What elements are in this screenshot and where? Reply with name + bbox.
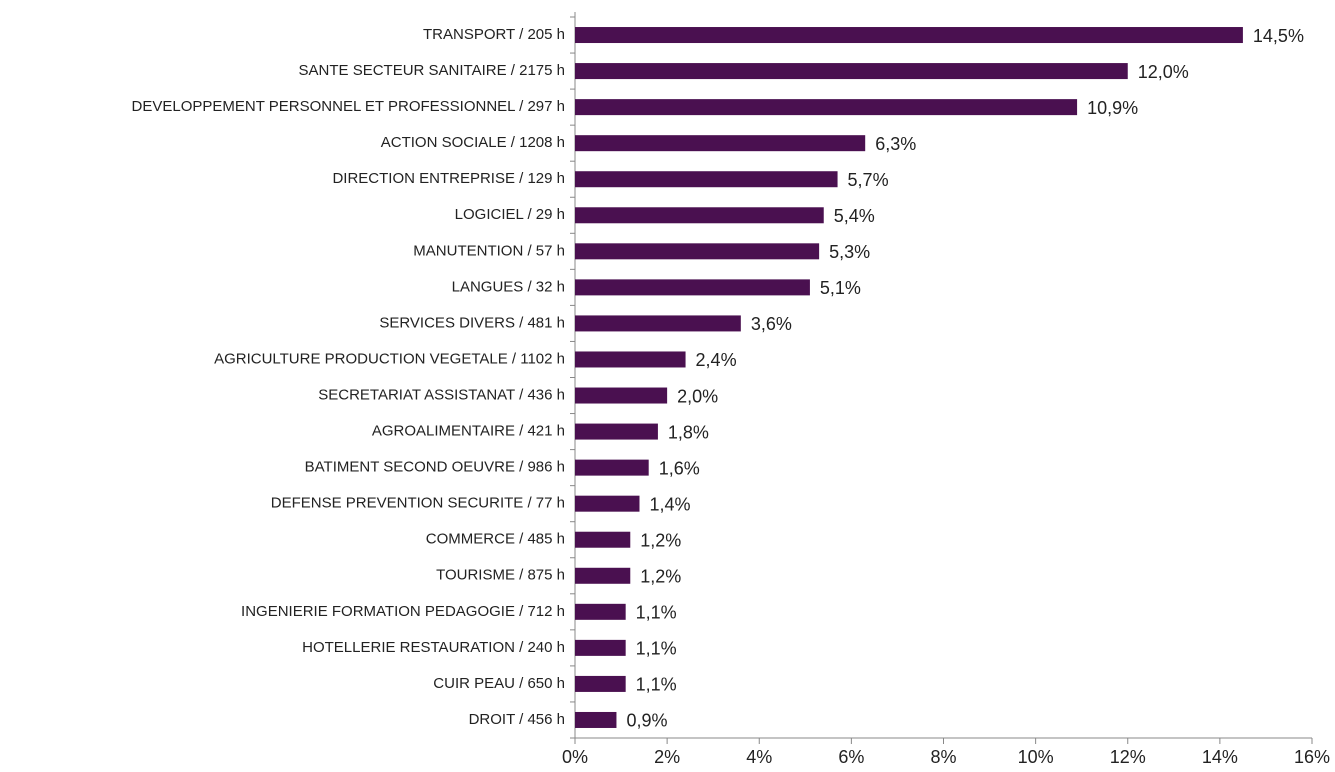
bar <box>575 135 866 152</box>
bar <box>575 315 741 332</box>
bar <box>575 567 631 584</box>
value-label: 1,4% <box>649 494 690 514</box>
value-label: 14,5% <box>1253 26 1304 46</box>
value-label: 5,3% <box>829 242 870 262</box>
value-label: 5,4% <box>834 206 875 226</box>
value-label: 1,6% <box>659 458 700 478</box>
value-label: 1,1% <box>636 639 677 659</box>
value-label: 2,0% <box>677 386 718 406</box>
x-tick-label: 10% <box>1018 747 1054 767</box>
y-tick-label: LOGICIEL / 29 h <box>455 206 565 223</box>
value-label: 1,8% <box>668 422 709 442</box>
bar <box>575 99 1078 116</box>
bar <box>575 207 824 224</box>
y-tick-label: TOURISME / 875 h <box>436 567 565 584</box>
value-label: 1,2% <box>640 530 681 550</box>
bar <box>575 27 1243 44</box>
bar <box>575 279 810 296</box>
value-label: 1,1% <box>636 603 677 623</box>
value-label: 3,6% <box>751 314 792 334</box>
y-tick-label: CUIR PEAU / 650 h <box>433 675 565 692</box>
bar <box>575 63 1128 80</box>
bar <box>575 351 686 368</box>
y-tick-label: SERVICES DIVERS / 481 h <box>379 314 565 331</box>
y-tick-label: SANTE SECTEUR SANITAIRE / 2175 h <box>299 62 565 79</box>
bar <box>575 423 658 440</box>
bar <box>575 603 626 620</box>
y-tick-label: COMMERCE / 485 h <box>426 531 565 548</box>
x-tick-label: 12% <box>1110 747 1146 767</box>
value-label: 6,3% <box>875 134 916 154</box>
y-tick-label: BATIMENT SECOND OEUVRE / 986 h <box>305 459 565 476</box>
y-tick-label: LANGUES / 32 h <box>452 278 565 295</box>
bar <box>575 639 626 656</box>
y-tick-label: DEVELOPPEMENT PERSONNEL ET PROFESSIONNEL… <box>132 98 565 115</box>
x-tick-label: 0% <box>562 747 588 767</box>
x-tick-label: 16% <box>1294 747 1330 767</box>
x-tick-label: 14% <box>1202 747 1238 767</box>
y-tick-label: DEFENSE PREVENTION SECURITE / 77 h <box>271 495 565 512</box>
bar <box>575 531 631 548</box>
value-label: 1,1% <box>636 675 677 695</box>
y-tick-label: HOTELLERIE RESTAURATION / 240 h <box>302 639 565 656</box>
y-tick-label: MANUTENTION / 57 h <box>413 242 565 259</box>
value-label: 0,9% <box>626 711 667 731</box>
x-tick-label: 2% <box>654 747 680 767</box>
y-tick-label: SECRETARIAT ASSISTANAT / 436 h <box>318 386 565 403</box>
value-label: 2,4% <box>696 350 737 370</box>
y-tick-label: AGROALIMENTAIRE / 421 h <box>372 423 565 440</box>
bar <box>575 459 649 476</box>
y-tick-label: TRANSPORT / 205 h <box>423 26 565 43</box>
bar <box>575 243 820 260</box>
value-label: 10,9% <box>1087 98 1138 118</box>
y-tick-label: DIRECTION ENTREPRISE / 129 h <box>332 170 565 187</box>
value-label: 5,7% <box>848 170 889 190</box>
bar <box>575 495 640 512</box>
value-label: 1,2% <box>640 567 681 587</box>
y-tick-label: AGRICULTURE PRODUCTION VEGETALE / 1102 h <box>214 350 565 367</box>
y-tick-label: INGENIERIE FORMATION PEDAGOGIE / 712 h <box>241 603 565 620</box>
x-tick-label: 8% <box>930 747 956 767</box>
y-tick-label: ACTION SOCIALE / 1208 h <box>381 134 565 151</box>
value-label: 5,1% <box>820 278 861 298</box>
y-tick-label: DROIT / 456 h <box>469 711 565 728</box>
bar <box>575 711 617 728</box>
x-tick-label: 4% <box>746 747 772 767</box>
bar <box>575 387 668 404</box>
x-tick-label: 6% <box>838 747 864 767</box>
bar <box>575 675 626 692</box>
value-label: 12,0% <box>1138 62 1189 82</box>
bar <box>575 171 838 188</box>
